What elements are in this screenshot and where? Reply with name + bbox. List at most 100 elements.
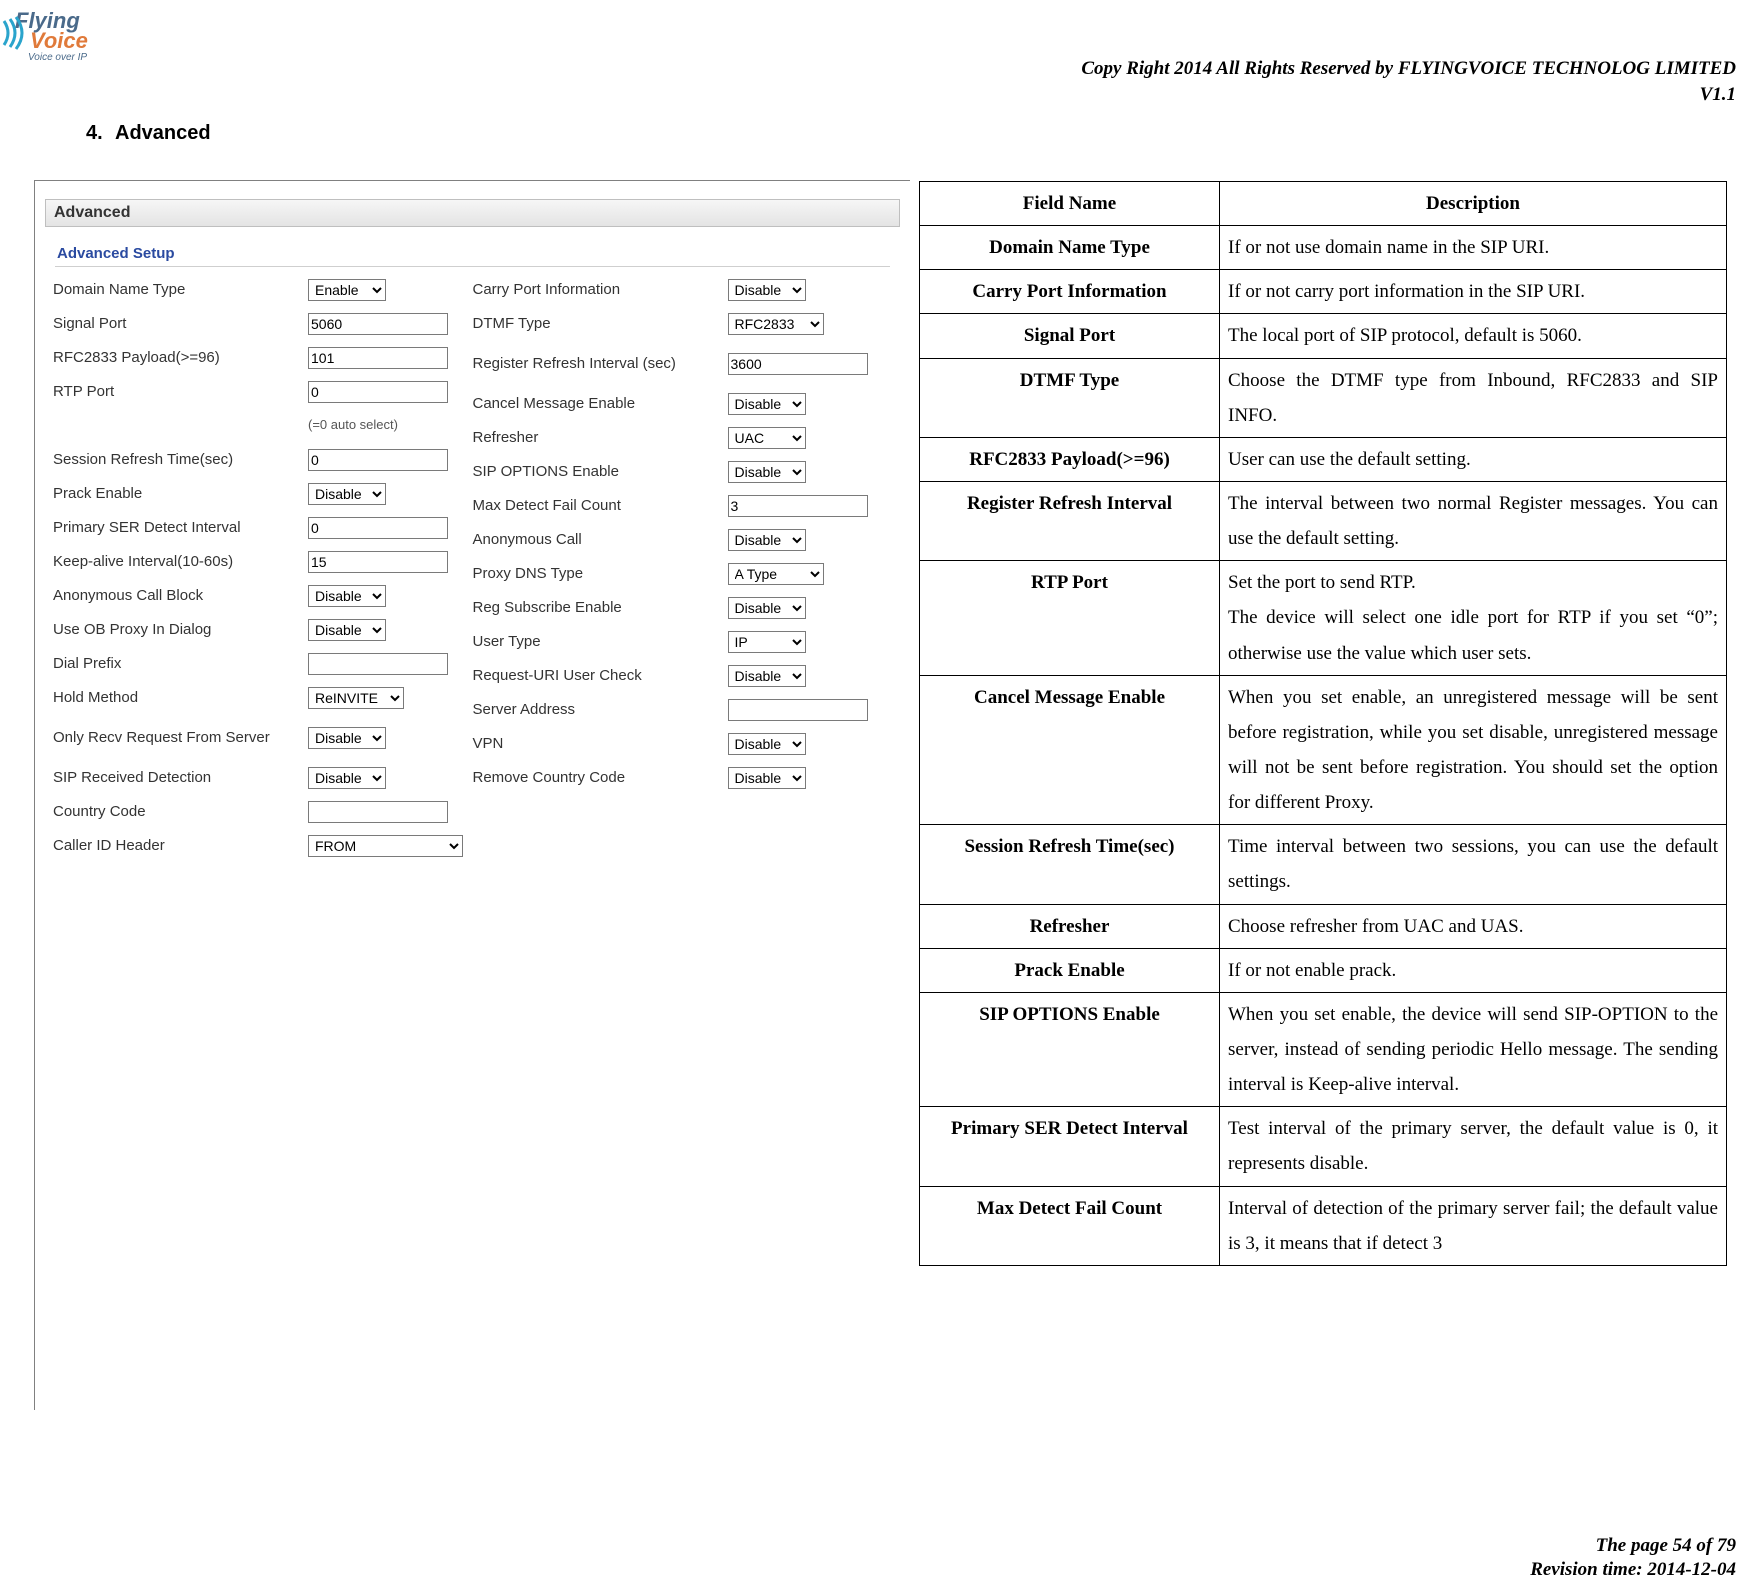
- form-select[interactable]: UAC: [728, 427, 806, 449]
- desc-table-field-name: Signal Port: [920, 314, 1220, 358]
- form-control-wrap: Enable: [308, 279, 386, 301]
- form-row: RFC2833 Payload(>=96): [53, 343, 473, 373]
- desc-table-row: Prack EnableIf or not enable prack.: [920, 948, 1727, 992]
- form-row: Server Address: [473, 695, 893, 725]
- form-select[interactable]: RFC2833: [728, 313, 824, 335]
- desc-table-description: When you set enable, the device will sen…: [1220, 992, 1727, 1106]
- form-control-wrap: [728, 495, 868, 517]
- form-input[interactable]: [308, 381, 448, 403]
- form-row: Dial Prefix: [53, 649, 473, 679]
- form-row: Cancel Message EnableDisable: [473, 389, 893, 419]
- form-control-wrap: Disable: [308, 619, 386, 641]
- form-control-wrap: Disable: [308, 585, 386, 607]
- form-select[interactable]: Disable: [308, 585, 386, 607]
- revision-time: Revision time: 2014-12-04: [1530, 1558, 1736, 1583]
- form-select[interactable]: FROM: [308, 835, 463, 857]
- advanced-screenshot: Advanced Advanced Setup Domain Name Type…: [34, 180, 910, 1410]
- form-row: Remove Country CodeDisable: [473, 763, 893, 793]
- form-label: Anonymous Call Block: [53, 587, 308, 604]
- form-row: User TypeIP: [473, 627, 893, 657]
- form-select[interactable]: Disable: [728, 597, 806, 619]
- form-control-wrap: Disable: [308, 767, 386, 789]
- form-input[interactable]: [308, 551, 448, 573]
- form-input[interactable]: [728, 495, 868, 517]
- form-select[interactable]: Disable: [308, 767, 386, 789]
- form-control-wrap: Disable: [728, 665, 806, 687]
- form-control-wrap: Disable: [728, 393, 806, 415]
- form-select[interactable]: ReINVITE: [308, 687, 404, 709]
- form-select[interactable]: Disable: [728, 733, 806, 755]
- desc-table-row: Signal PortThe local port of SIP protoco…: [920, 314, 1727, 358]
- form-row: Country Code: [53, 797, 473, 827]
- desc-table-row: RFC2833 Payload(>=96)User can use the de…: [920, 437, 1727, 481]
- desc-table-row: SIP OPTIONS EnableWhen you set enable, t…: [920, 992, 1727, 1106]
- desc-table-field-name: RFC2833 Payload(>=96): [920, 437, 1220, 481]
- form-label: Cancel Message Enable: [473, 395, 728, 412]
- form-row: Anonymous CallDisable: [473, 525, 893, 555]
- desc-table-field-name: DTMF Type: [920, 358, 1220, 437]
- form-control-wrap: IP: [728, 631, 806, 653]
- form-label: Primary SER Detect Interval: [53, 519, 308, 536]
- form-control-wrap: Disable: [728, 597, 806, 619]
- form-control-wrap: Disable: [728, 461, 806, 483]
- form-row: Reg Subscribe EnableDisable: [473, 593, 893, 623]
- form-select[interactable]: Disable: [308, 619, 386, 641]
- page-footer: The page 54 of 79 Revision time: 2014-12…: [1530, 1534, 1736, 1583]
- page-number: The page 54 of 79: [1530, 1534, 1736, 1559]
- form-input[interactable]: [308, 313, 448, 335]
- desc-table-description: The local port of SIP protocol, default …: [1220, 314, 1727, 358]
- form-select[interactable]: Disable: [728, 665, 806, 687]
- form-select[interactable]: Disable: [728, 767, 806, 789]
- form-input[interactable]: [308, 517, 448, 539]
- form-input[interactable]: [308, 449, 448, 471]
- form-control-wrap: [308, 801, 448, 823]
- form-select[interactable]: Enable: [308, 279, 386, 301]
- form-control-wrap: Disable: [308, 727, 386, 749]
- form-row: Signal Port: [53, 309, 473, 339]
- form-control-wrap: [308, 449, 448, 471]
- form-label: Carry Port Information: [473, 281, 728, 298]
- desc-table-field-name: Primary SER Detect Interval: [920, 1107, 1220, 1186]
- form-row: Anonymous Call BlockDisable: [53, 581, 473, 611]
- form-input[interactable]: [308, 347, 448, 369]
- form-input[interactable]: [308, 801, 448, 823]
- form-select[interactable]: Disable: [728, 529, 806, 551]
- form-select[interactable]: Disable: [728, 461, 806, 483]
- form-control-wrap: [308, 381, 448, 403]
- form-input[interactable]: [308, 653, 448, 675]
- desc-table-row: Carry Port InformationIf or not carry po…: [920, 270, 1727, 314]
- form-control-wrap: [308, 347, 448, 369]
- form-input[interactable]: [728, 353, 868, 375]
- copyright-line: Copy Right 2014 All Rights Reserved by F…: [1081, 56, 1736, 82]
- form-control-wrap: [728, 353, 868, 375]
- form-input[interactable]: [728, 699, 868, 721]
- form-row: SIP Received DetectionDisable: [53, 763, 473, 793]
- desc-table-head-desc: Description: [1220, 182, 1727, 226]
- form-select[interactable]: IP: [728, 631, 806, 653]
- logo: Flying Voice Voice over IP: [0, 0, 120, 75]
- form-select[interactable]: Disable: [728, 279, 806, 301]
- form-row: Primary SER Detect Interval: [53, 513, 473, 543]
- logo-sub: Voice over IP: [28, 52, 87, 63]
- form-row: Use OB Proxy In DialogDisable: [53, 615, 473, 645]
- desc-table-description: Time interval between two sessions, you …: [1220, 825, 1727, 904]
- form-row: VPNDisable: [473, 729, 893, 759]
- form-select[interactable]: Disable: [728, 393, 806, 415]
- form-control-wrap: FROM: [308, 835, 463, 857]
- form-select[interactable]: Disable: [308, 727, 386, 749]
- desc-table-description: Choose the DTMF type from Inbound, RFC28…: [1220, 358, 1727, 437]
- desc-table-field-name: Domain Name Type: [920, 226, 1220, 270]
- form-label: RFC2833 Payload(>=96): [53, 349, 308, 366]
- form-control-wrap: Disable: [308, 483, 386, 505]
- form-label: Proxy DNS Type: [473, 565, 728, 582]
- desc-table-field-name: Prack Enable: [920, 948, 1220, 992]
- form-select[interactable]: Disable: [308, 483, 386, 505]
- desc-table-description: Interval of detection of the primary ser…: [1220, 1186, 1727, 1265]
- form-label: RTP Port: [53, 383, 308, 400]
- form-label: Domain Name Type: [53, 281, 308, 298]
- version-line: V1.1: [1081, 82, 1736, 108]
- desc-table-row: Max Detect Fail CountInterval of detecti…: [920, 1186, 1727, 1265]
- form-select[interactable]: A Type: [728, 563, 824, 585]
- form-label: Register Refresh Interval (sec): [473, 355, 728, 372]
- header-right: Copy Right 2014 All Rights Reserved by F…: [1081, 56, 1736, 107]
